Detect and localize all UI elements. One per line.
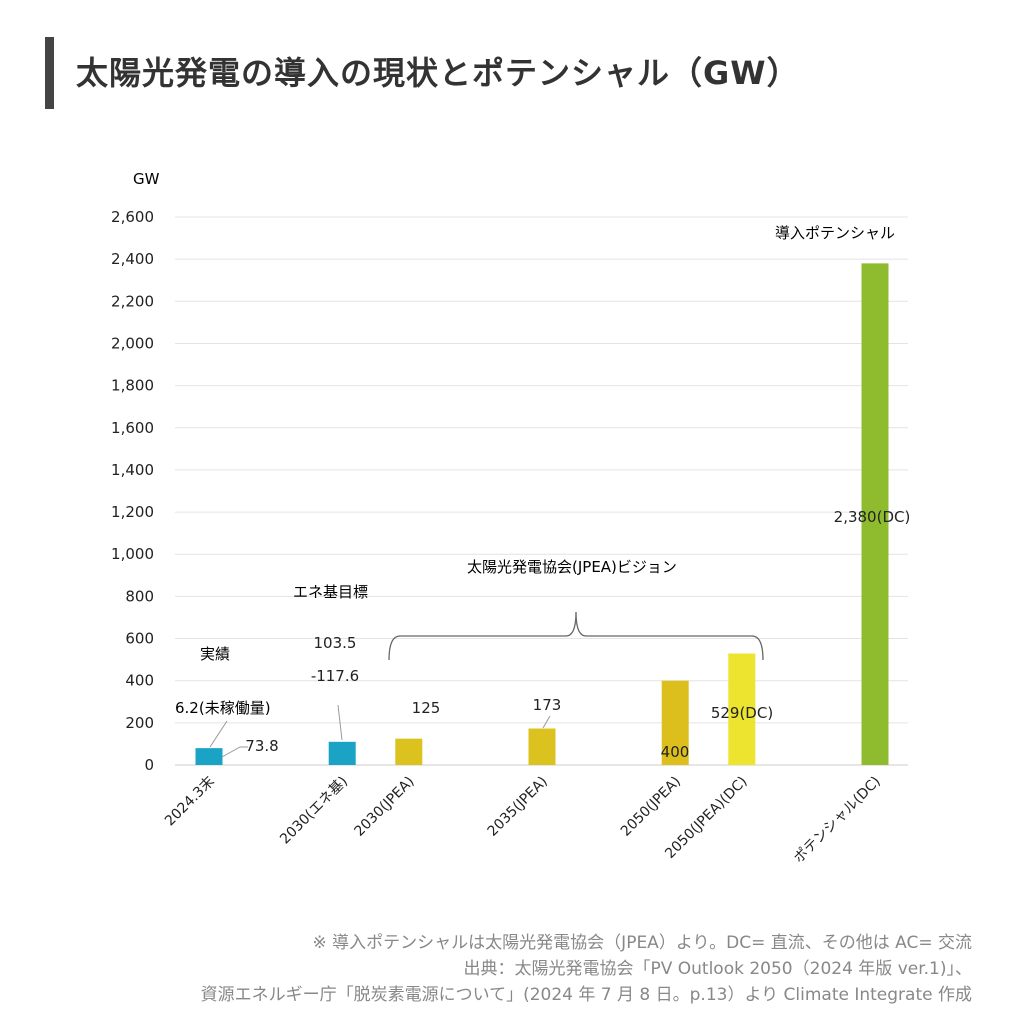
data-label: 2,380(DC) xyxy=(834,508,911,526)
x-tick-label: 2050(JPEA) xyxy=(618,774,684,840)
y-axis-label: GW xyxy=(133,170,160,188)
data-label: 400 xyxy=(661,743,690,761)
annotation-potential: 導入ポテンシャル xyxy=(775,224,895,242)
y-tick-label: 1,000 xyxy=(111,545,154,563)
data-label: 529(DC) xyxy=(711,704,773,722)
x-tick-label: 2035(JPEA) xyxy=(485,774,551,840)
footnote-line: ※ 導入ポテンシャルは太陽光発電協会（JPEA）より。DC= 直流、その他は A… xyxy=(312,933,972,953)
page-title: 太陽光発電の導入の現状とポテンシャル（GW） xyxy=(76,54,800,92)
y-tick-label: 0 xyxy=(144,756,154,774)
leader-line-unused xyxy=(209,720,228,748)
data-label: 73.8 xyxy=(245,737,278,755)
leader-line-actual xyxy=(221,746,248,758)
jpea-bracket xyxy=(388,611,764,661)
y-tick-label: 1,200 xyxy=(111,503,154,521)
leader-line-energy-plan xyxy=(337,704,343,741)
x-tick-label: 2024.3末 xyxy=(162,774,218,830)
y-tick-label: 2,600 xyxy=(111,208,154,226)
y-tick-label: 2,200 xyxy=(111,292,154,310)
y-tick-label: 800 xyxy=(125,587,154,605)
y-tick-label: 200 xyxy=(125,714,154,732)
bar xyxy=(728,653,756,765)
annotation-jpea-vision: 太陽光発電協会(JPEA)ビジョン xyxy=(467,558,677,576)
annotation-actual: 実績 xyxy=(200,645,230,663)
y-tick-label: 1,400 xyxy=(111,461,154,479)
y-tick-label: 1,800 xyxy=(111,377,154,395)
y-tick-label: 2,000 xyxy=(111,334,154,352)
bar xyxy=(195,748,223,765)
y-tick-label: 600 xyxy=(125,630,154,648)
data-label: 125 xyxy=(412,699,441,717)
annotation-energy-plan: エネ基目標 xyxy=(293,583,368,601)
data-label: 173 xyxy=(533,696,562,714)
leader-line-2035 xyxy=(542,715,551,729)
y-tick-label: 2,400 xyxy=(111,250,154,268)
title-accent-bar xyxy=(45,37,54,109)
bar xyxy=(861,263,889,765)
y-tick-label: 1,600 xyxy=(111,419,154,437)
annotation-actual-unused: 6.2(未稼働量) xyxy=(175,699,271,717)
y-tick-label: 400 xyxy=(125,672,154,690)
footnotes: ※ 導入ポテンシャルは太陽光発電協会（JPEA）より。DC= 直流、その他は A… xyxy=(201,930,972,1008)
x-tick-label: 2030(JPEA) xyxy=(351,774,417,840)
bar xyxy=(328,741,356,765)
footnote-line: 出典：太陽光発電協会「PV Outlook 2050（2024 年版 ver.1… xyxy=(463,959,972,979)
x-tick-label: ポテンシャル(DC) xyxy=(791,774,884,867)
footnote-line: 資源エネルギー庁「脱炭素電源について」(2024 年 7 月 8 日。p.13）… xyxy=(200,985,972,1005)
x-tick-label: 2030(エネ基) xyxy=(276,773,351,848)
data-label: 103.5 xyxy=(314,634,357,652)
bar xyxy=(528,728,556,765)
bar xyxy=(395,738,423,765)
data-label: -117.6 xyxy=(311,667,359,685)
bar xyxy=(661,680,689,765)
